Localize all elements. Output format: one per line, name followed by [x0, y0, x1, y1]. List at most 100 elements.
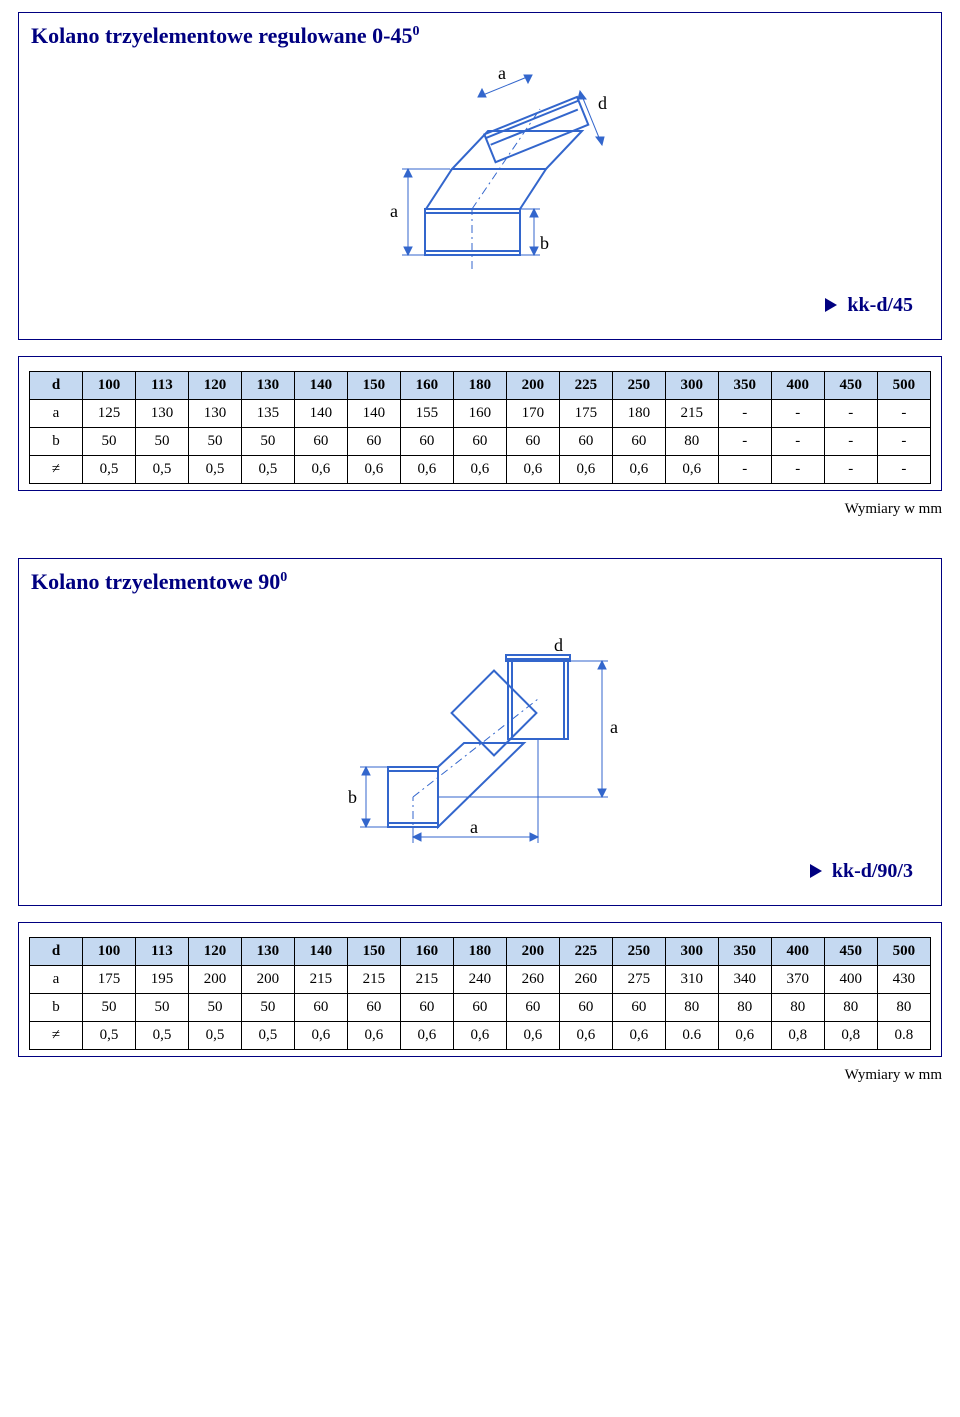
cell: - — [718, 456, 771, 484]
col-header: 150 — [347, 372, 400, 400]
cell: 175 — [559, 400, 612, 428]
cell: 200 — [241, 966, 294, 994]
cell: 215 — [294, 966, 347, 994]
cell: 0,6 — [506, 1022, 559, 1050]
cell: 140 — [294, 400, 347, 428]
cell: 170 — [506, 400, 559, 428]
cell: 0,6 — [718, 1022, 771, 1050]
col-header: 225 — [559, 372, 612, 400]
cell: 60 — [453, 428, 506, 456]
cell: 60 — [612, 428, 665, 456]
cell: 0,6 — [612, 1022, 665, 1050]
cell: 60 — [612, 994, 665, 1022]
dim-label-a-bottom: a — [470, 817, 478, 837]
section-kolano-45: Kolano trzyelementowe regulowane 0-450 — [18, 12, 942, 340]
cell: 0,6 — [400, 456, 453, 484]
cell: 0,8 — [824, 1022, 877, 1050]
col-header: 300 — [665, 372, 718, 400]
cell: 60 — [506, 994, 559, 1022]
row-label: b — [30, 428, 83, 456]
cell: - — [877, 456, 930, 484]
dim-label-b2: b — [348, 787, 357, 807]
row-label: a — [30, 400, 83, 428]
col-header: 150 — [347, 938, 400, 966]
cell: 0,6 — [559, 456, 612, 484]
cell: 80 — [665, 428, 718, 456]
cell: 60 — [559, 994, 612, 1022]
cell: - — [771, 456, 824, 484]
diagram-90-svg: d a a — [310, 605, 650, 845]
cell: 0.6 — [665, 1022, 718, 1050]
title-sup-2: 0 — [280, 570, 287, 585]
dim-table-1: d100113120130140150160180200225250300350… — [29, 371, 931, 484]
cell: - — [877, 400, 930, 428]
cell: 180 — [612, 400, 665, 428]
cell: 0,8 — [771, 1022, 824, 1050]
dim-label-a-right: a — [610, 717, 618, 737]
cell: 60 — [294, 428, 347, 456]
col-header: 130 — [241, 938, 294, 966]
cell: 0,6 — [665, 456, 718, 484]
col-header: 113 — [135, 372, 188, 400]
cell: 155 — [400, 400, 453, 428]
col-header: 160 — [400, 372, 453, 400]
cell: 370 — [771, 966, 824, 994]
cell: 50 — [135, 428, 188, 456]
cell: 135 — [241, 400, 294, 428]
table-row: ≠0,50,50,50,50,60,60,60,60,60,60,60,6---… — [30, 456, 931, 484]
col-header: 300 — [665, 938, 718, 966]
units-1: Wymiary w mm — [0, 491, 960, 546]
cell: 125 — [82, 400, 135, 428]
cell: 195 — [135, 966, 188, 994]
dim-label-a1: a — [498, 63, 506, 83]
cell: 50 — [241, 994, 294, 1022]
cell: 0,5 — [135, 1022, 188, 1050]
row-label: a — [30, 966, 83, 994]
col-header: 450 — [824, 372, 877, 400]
table-row: a125130130135140140155160170175180215---… — [30, 400, 931, 428]
col-header: d — [30, 372, 83, 400]
cell: - — [824, 428, 877, 456]
cell: 130 — [135, 400, 188, 428]
cell: - — [877, 428, 930, 456]
cell: 80 — [771, 994, 824, 1022]
cell: 60 — [453, 994, 506, 1022]
col-header: 250 — [612, 372, 665, 400]
cell: 215 — [665, 400, 718, 428]
cell: 0,5 — [188, 456, 241, 484]
cell: 430 — [877, 966, 930, 994]
title-text-2: Kolano trzyelementowe 90 — [31, 569, 280, 594]
cell: 80 — [824, 994, 877, 1022]
product-code-2: kk-d/90/3 — [832, 860, 913, 882]
dim-table-2: d100113120130140150160180200225250300350… — [29, 937, 931, 1050]
cell: 50 — [188, 428, 241, 456]
col-header: 113 — [135, 938, 188, 966]
diagram-90: d a a — [29, 605, 931, 850]
col-header: 250 — [612, 938, 665, 966]
cell: 60 — [347, 428, 400, 456]
section2-title: Kolano trzyelementowe 900 — [31, 569, 931, 595]
dim-label-b: b — [540, 233, 549, 253]
cell: 0,6 — [453, 456, 506, 484]
cell: 80 — [718, 994, 771, 1022]
cell: 240 — [453, 966, 506, 994]
code-row-1: kk-d/45 — [29, 290, 931, 329]
cell: - — [771, 428, 824, 456]
col-header: d — [30, 938, 83, 966]
table-row: ≠0,50,50,50,50,60,60,60,60,60,60,60.60,6… — [30, 1022, 931, 1050]
col-header: 180 — [453, 372, 506, 400]
col-header: 100 — [82, 372, 135, 400]
col-header: 140 — [294, 938, 347, 966]
cell: - — [824, 456, 877, 484]
cell: 400 — [824, 966, 877, 994]
cell: 0,6 — [400, 1022, 453, 1050]
cell: 260 — [506, 966, 559, 994]
diagram-45-svg: a d a — [330, 59, 630, 279]
col-header: 120 — [188, 938, 241, 966]
col-header: 400 — [771, 938, 824, 966]
cell: 215 — [347, 966, 400, 994]
cell: 0,5 — [241, 1022, 294, 1050]
section-kolano-90: Kolano trzyelementowe 900 — [18, 558, 942, 906]
cell: 200 — [188, 966, 241, 994]
cell: 0,6 — [453, 1022, 506, 1050]
